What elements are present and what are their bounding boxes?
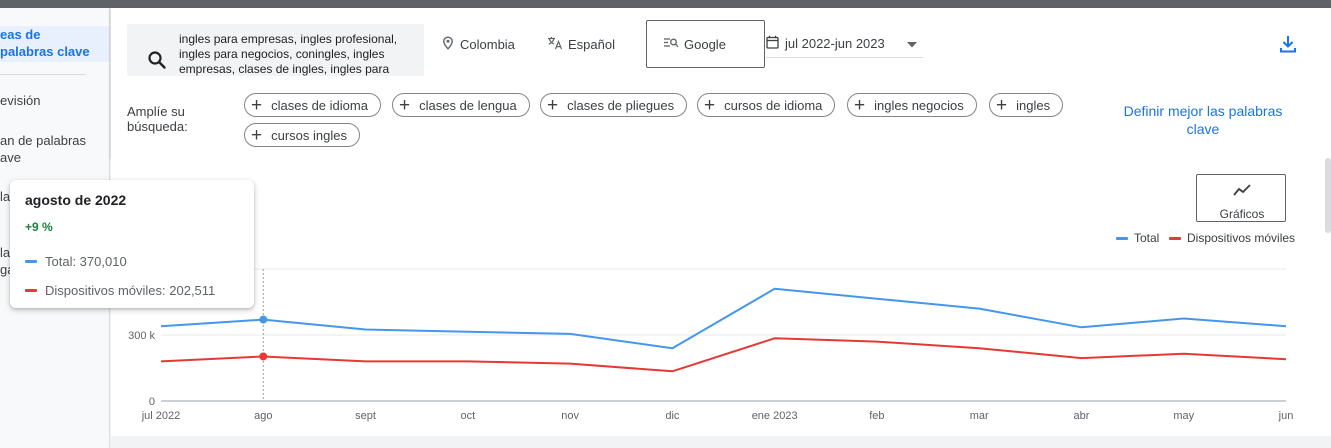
search-icon (147, 50, 167, 75)
location-filter[interactable]: Colombia (441, 36, 515, 53)
keyword-search-box[interactable]: ingles para empresas, ingles profesional… (127, 24, 424, 76)
charts-button[interactable]: Gráficos (1196, 174, 1286, 222)
bottom-strip (111, 436, 1331, 448)
legend-label-total: Total (1134, 231, 1160, 245)
series-line-total (160, 287, 1287, 350)
suggestion-chip-clases-de-pliegues[interactable]: + clases de pliegues (540, 93, 688, 117)
language-label: Español (568, 37, 615, 52)
plus-icon: + (251, 124, 263, 146)
chip-label: clases de lengua (419, 97, 517, 113)
tooltip-swatch-mobile (25, 289, 37, 292)
network-filter[interactable]: Google (646, 20, 765, 68)
chart-panel: Gráficos Total Dispositivos móviles 0 300… (111, 158, 1331, 436)
language-filter[interactable]: Español (547, 36, 615, 53)
charts-button-label: Gráficos (1219, 207, 1265, 221)
tooltip-row-mobile: Dispositivos móviles: 202,511 (25, 283, 215, 298)
legend-mobile: Dispositivos móviles (1169, 231, 1295, 245)
x-tick-label: may (1173, 410, 1194, 422)
date-range-selector[interactable]: jul 2022-jun 2023 (766, 30, 923, 58)
chip-label: cursos de idioma (724, 97, 823, 113)
x-tick-label: sept (355, 410, 376, 422)
tooltip-change: +9 % (25, 220, 53, 234)
expand-search-label: Amplíe su búsqueda: (127, 104, 188, 134)
sidebar-divider (0, 74, 86, 75)
location-label: Colombia (460, 37, 515, 52)
tooltip-title: agosto de 2022 (25, 192, 127, 208)
keyword-search-input[interactable]: ingles para empresas, ingles profesional… (179, 32, 398, 76)
sidebar-item-label: evisión (0, 93, 41, 108)
suggestion-chip-ingles-negocios[interactable]: + ingles negocios (847, 93, 977, 117)
y-tick-label: 300 k (128, 330, 155, 342)
plus-icon: + (996, 94, 1008, 116)
network-filter-content: Google (663, 37, 726, 52)
plus-icon: + (547, 94, 559, 116)
chip-label: clases de idioma (271, 97, 368, 113)
chip-label: clases de pliegues (567, 97, 675, 113)
highlight-point-mobile (259, 352, 268, 361)
date-range-label: jul 2022-jun 2023 (785, 36, 885, 51)
x-tick-label: mar (970, 410, 989, 422)
search-network-icon (663, 37, 679, 52)
translate-icon (547, 36, 563, 53)
network-label: Google (684, 37, 726, 52)
plus-icon: + (251, 94, 263, 116)
suggestion-chip-clases-de-idioma[interactable]: + clases de idioma (244, 93, 381, 117)
x-tick-label: ago (254, 410, 272, 422)
chip-label: cursos ingles (271, 127, 347, 143)
x-tick-label: jul 2022 (141, 410, 181, 422)
legend-label-mobile: Dispositivos móviles (1187, 231, 1296, 245)
chip-label: ingles negocios (874, 97, 964, 113)
tooltip-row-total: Total: 370,010 (25, 254, 127, 269)
x-tick-label: nov (561, 410, 579, 422)
sidebar-item-keyword-ideas[interactable]: eas de palabras clave (0, 26, 109, 62)
calendar-icon (766, 35, 779, 52)
highlight-point-total (259, 315, 268, 324)
sidebar-item-label: an de palabras ave (0, 133, 87, 165)
x-tick-label: dic (665, 410, 680, 422)
sidebar-item-ad-groups[interactable]: la (0, 188, 109, 205)
series-line-mobile (160, 337, 1287, 373)
scrollbar[interactable] (1325, 158, 1331, 233)
chip-label: ingles (1016, 97, 1051, 113)
top-bar (0, 0, 1331, 8)
legend-total: Total (1116, 231, 1159, 245)
legend-swatch-mobile (1169, 236, 1181, 240)
refine-keywords-link[interactable]: Definir mejor las palabras clave (1123, 103, 1283, 137)
suggestion-chip-cursos-de-idioma[interactable]: + cursos de idioma (697, 93, 836, 117)
x-tick-label: abr (1074, 410, 1090, 422)
sidebar-item-label: eas de palabras clave (0, 27, 90, 59)
download-icon[interactable] (1278, 34, 1298, 59)
x-tick-label: ene 2023 (752, 410, 798, 422)
tooltip-mobile-value: Dispositivos móviles: 202,511 (45, 283, 216, 298)
sidebar-item-label: la (0, 189, 11, 204)
plus-icon: + (704, 94, 716, 116)
x-tick-label: oct (460, 410, 475, 422)
x-tick-label: jun (1278, 410, 1294, 422)
plus-icon: + (399, 94, 411, 116)
sidebar-item-overview[interactable]: evisión (0, 92, 109, 109)
location-pin-icon (441, 36, 455, 53)
chart-tooltip: agosto de 2022 +9 % Total: 370,010 Dispo… (10, 180, 254, 308)
trend-chart-icon (1233, 183, 1251, 202)
legend-swatch-total (1116, 236, 1128, 240)
tooltip-swatch-total (25, 260, 37, 263)
x-tick-label: feb (869, 410, 884, 422)
search-volume-chart[interactable]: 0 300 k jul 2022 ago sept oct nov dic ene 2023 fe… (111, 158, 1321, 436)
search-panel: ingles para empresas, ingles profesional… (111, 8, 1331, 158)
y-tick-label: 0 (149, 396, 155, 408)
sidebar-item-keyword-plan[interactable]: an de palabras ave (0, 132, 109, 166)
plus-icon: + (854, 94, 866, 116)
suggestion-chip-ingles[interactable]: + ingles (989, 93, 1064, 117)
suggestion-chip-clases-de-lengua[interactable]: + clases de lengua (392, 93, 530, 117)
dropdown-arrow-icon (907, 36, 917, 51)
suggestion-chip-cursos-ingles[interactable]: + cursos ingles (244, 123, 360, 147)
tooltip-total-value: Total: 370,010 (45, 254, 127, 269)
